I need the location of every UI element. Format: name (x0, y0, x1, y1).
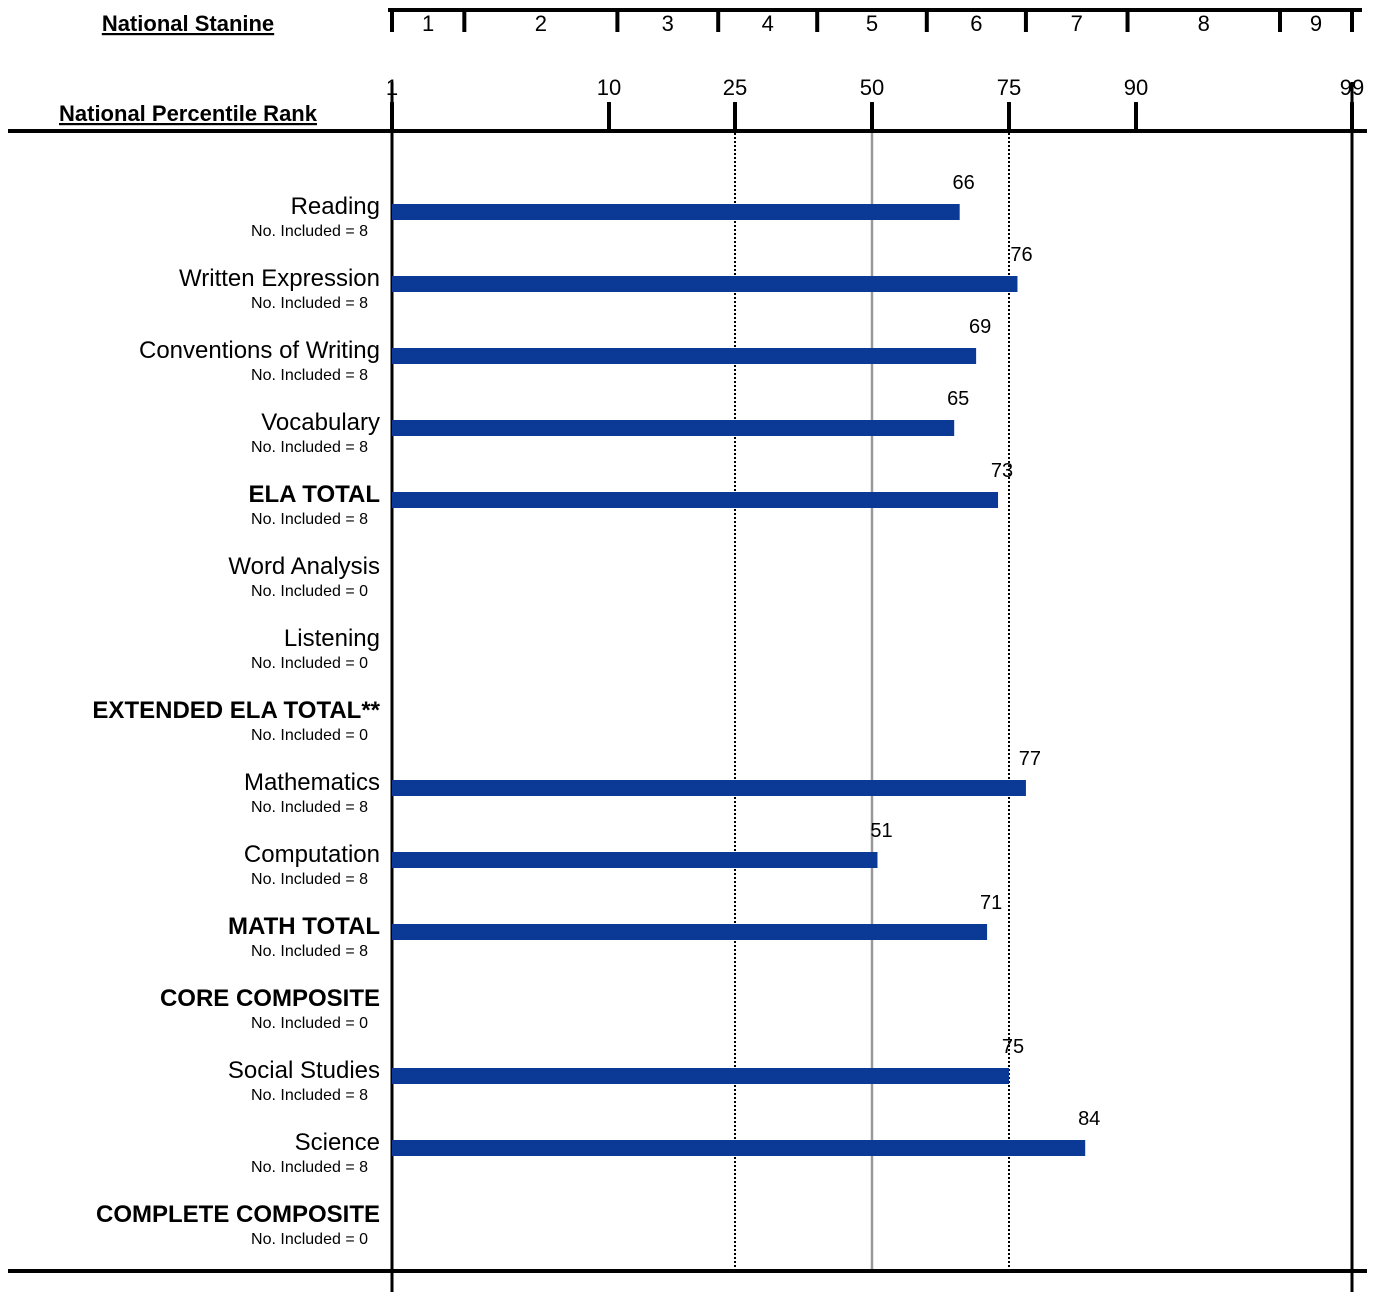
stanine-label: 2 (535, 11, 547, 36)
row-count-label: No. Included = 8 (251, 943, 368, 960)
score-value-label: 76 (1010, 244, 1032, 266)
row-label: Conventions of Writing (139, 337, 380, 364)
percentile-tick-label: 10 (597, 75, 621, 100)
row-count-label: No. Included = 8 (251, 295, 368, 312)
score-bar (392, 1068, 1009, 1084)
score-bar (392, 1140, 1086, 1156)
stanine-header: National Stanine (102, 11, 274, 36)
percentile-header: National Percentile Rank (59, 101, 318, 126)
score-value-label: 84 (1078, 1108, 1100, 1130)
row-label: Vocabulary (261, 409, 380, 436)
stanine-label: 6 (970, 11, 982, 36)
row-label: Social Studies (228, 1057, 380, 1084)
row-count-label: No. Included = 8 (251, 223, 368, 240)
percentile-tick-label: 90 (1124, 75, 1148, 100)
percentile-tick-label: 1 (386, 75, 398, 100)
stanine-label: 1 (422, 11, 434, 36)
score-bar (392, 924, 988, 940)
row-label: Listening (284, 625, 380, 652)
row-label: Mathematics (244, 769, 380, 796)
score-bar (392, 780, 1026, 796)
percentile-tick-label: 99 (1340, 75, 1364, 100)
stanine-label: 9 (1310, 11, 1322, 36)
score-value-label: 69 (969, 316, 991, 338)
score-value-label: 65 (947, 388, 969, 410)
score-value-label: 51 (870, 820, 892, 842)
score-bar (392, 204, 960, 220)
row-label: MATH TOTAL (228, 913, 380, 940)
row-label: EXTENDED ELA TOTAL** (92, 697, 380, 724)
score-value-label: 71 (980, 892, 1002, 914)
score-value-label: 75 (1002, 1036, 1024, 1058)
row-count-label: No. Included = 8 (251, 1087, 368, 1104)
score-value-label: 66 (953, 172, 975, 194)
percentile-tick-label: 50 (860, 75, 884, 100)
stanine-label: 8 (1198, 11, 1210, 36)
score-value-label: 77 (1019, 748, 1041, 770)
stanine-label: 7 (1071, 11, 1083, 36)
row-label: CORE COMPOSITE (160, 985, 380, 1012)
row-label: Computation (244, 841, 380, 868)
row-label: COMPLETE COMPOSITE (96, 1201, 380, 1228)
row-count-label: No. Included = 0 (251, 655, 368, 672)
stanine-label: 3 (662, 11, 674, 36)
row-label: Science (295, 1129, 380, 1156)
percentile-tick-label: 75 (997, 75, 1021, 100)
score-bar (392, 348, 977, 364)
score-bar (392, 852, 878, 868)
stanine-label: 5 (866, 11, 878, 36)
row-count-label: No. Included = 0 (251, 1231, 368, 1248)
score-bar (392, 420, 955, 436)
score-value-label: 73 (991, 460, 1013, 482)
row-count-label: No. Included = 8 (251, 367, 368, 384)
score-bar (392, 276, 1018, 292)
row-count-label: No. Included = 0 (251, 1015, 368, 1032)
row-count-label: No. Included = 0 (251, 583, 368, 600)
row-label: Word Analysis (228, 553, 380, 580)
row-count-label: No. Included = 8 (251, 439, 368, 456)
stanine-label: 4 (762, 11, 774, 36)
row-label: Written Expression (179, 265, 380, 292)
row-count-label: No. Included = 8 (251, 511, 368, 528)
row-label: ELA TOTAL (248, 481, 380, 508)
score-bar (392, 492, 999, 508)
row-count-label: No. Included = 8 (251, 871, 368, 888)
row-count-label: No. Included = 0 (251, 727, 368, 744)
row-label: Reading (291, 193, 380, 220)
row-count-label: No. Included = 8 (251, 799, 368, 816)
percentile-tick-label: 25 (723, 75, 747, 100)
row-count-label: No. Included = 8 (251, 1159, 368, 1176)
